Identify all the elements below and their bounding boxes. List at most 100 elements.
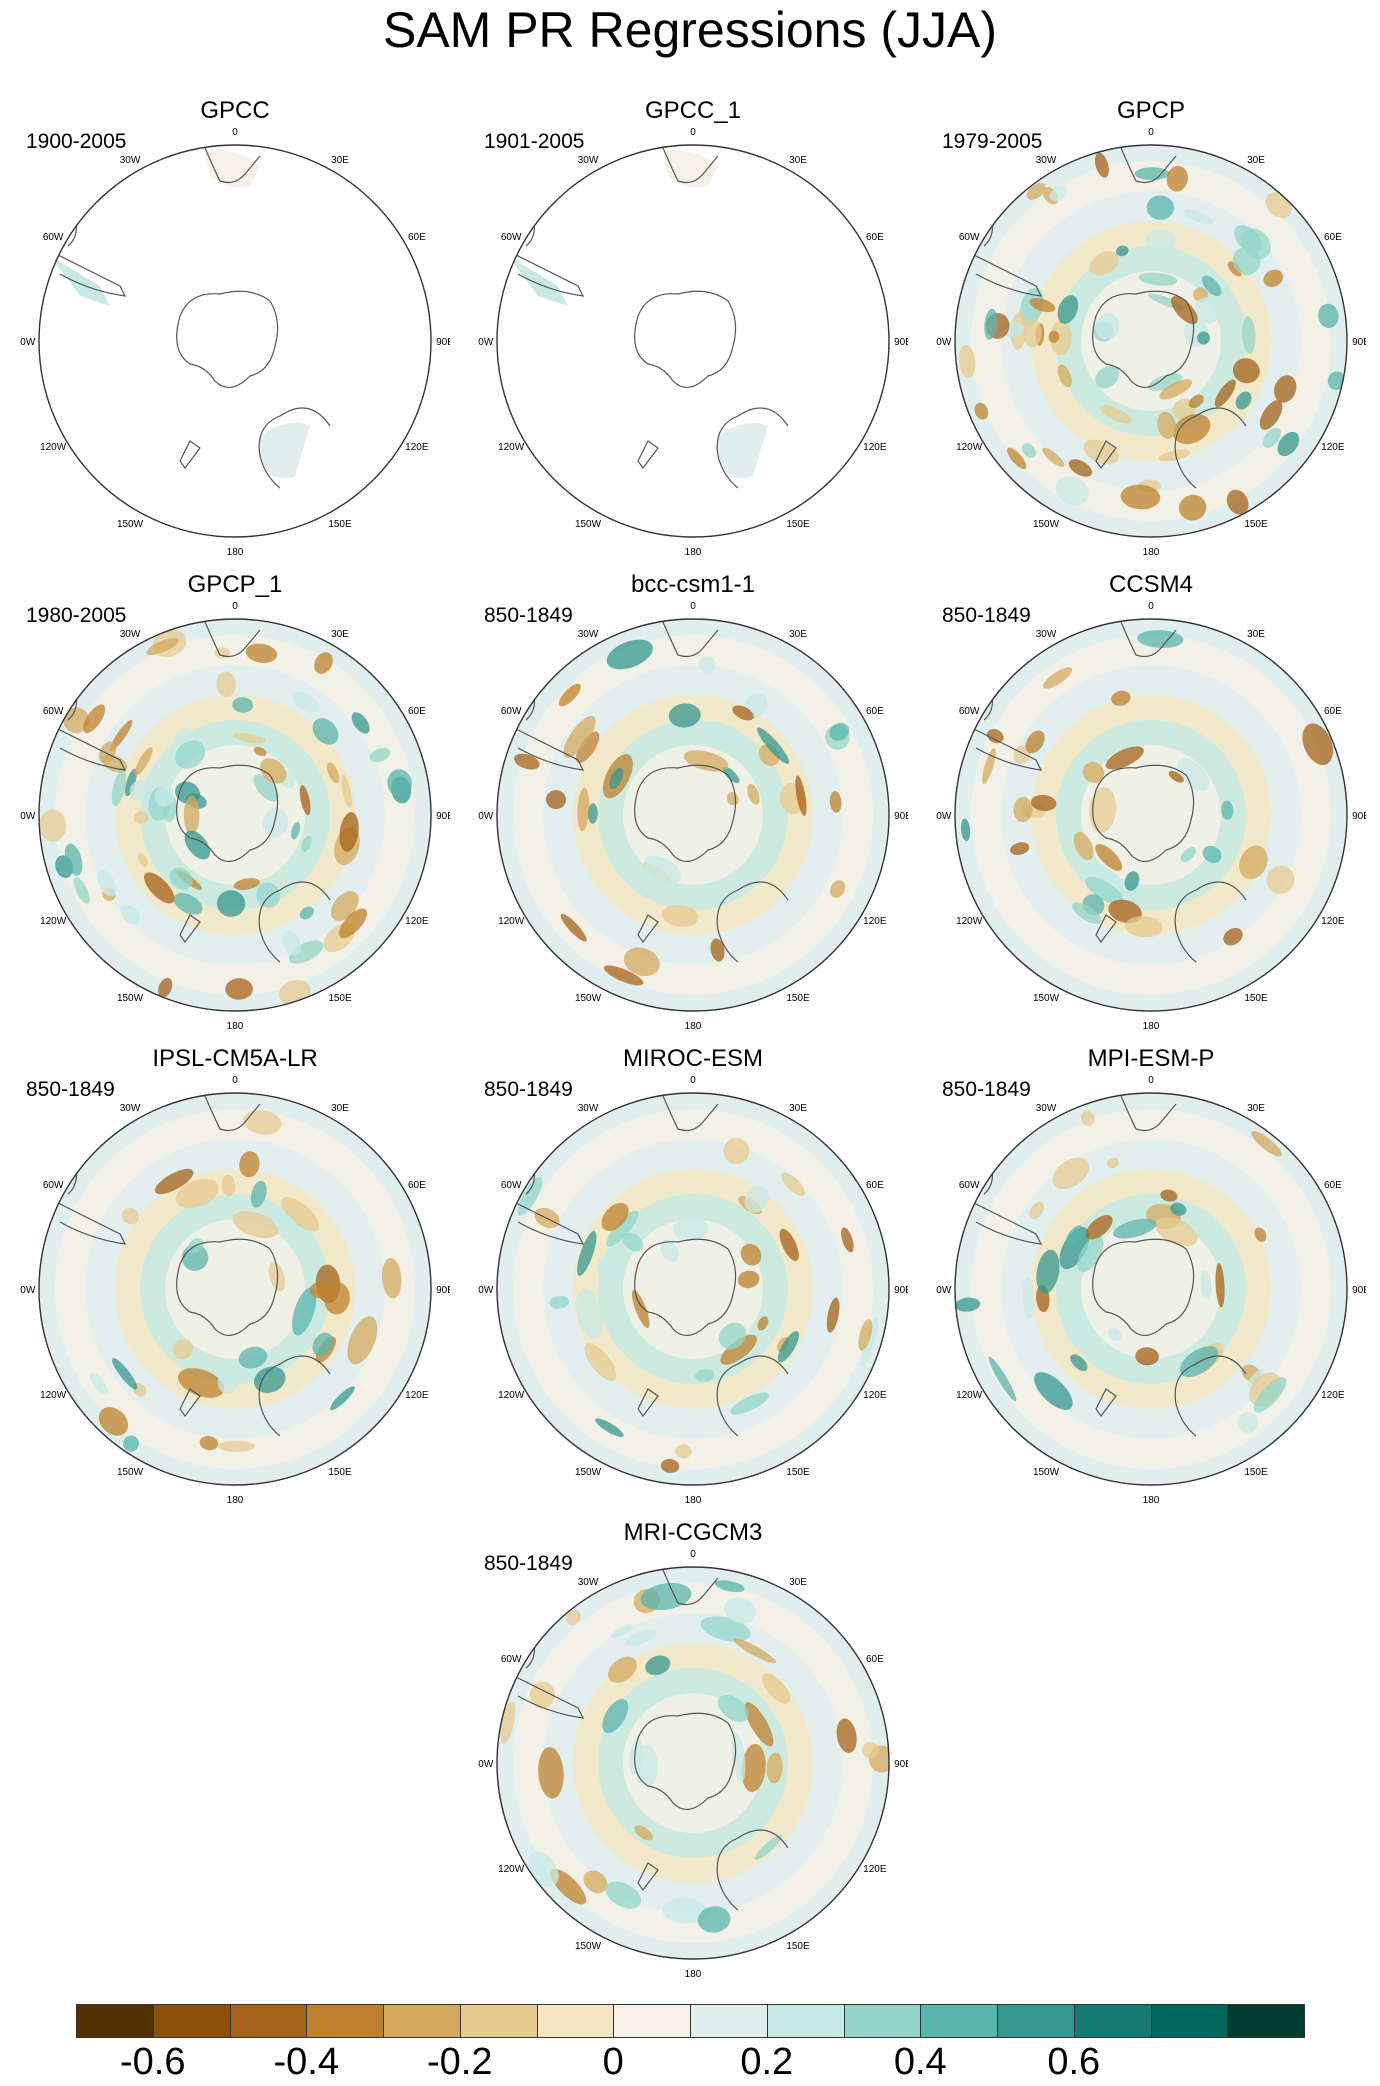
panel-title: bcc-csm1-1 xyxy=(630,571,756,598)
longitude-label: 30W xyxy=(578,629,599,640)
longitude-label: 150W xyxy=(1033,519,1060,530)
longitude-label: 120E xyxy=(863,442,887,453)
longitude-label: 120W xyxy=(40,1390,67,1401)
longitude-label: 150E xyxy=(786,1467,810,1478)
longitude-label: 90E xyxy=(894,1759,908,1770)
longitude-label: 90W xyxy=(936,337,952,348)
period-label: 850-1849 xyxy=(484,1552,573,1575)
longitude-label: 180 xyxy=(1143,547,1160,558)
period-label: 850-1849 xyxy=(942,1078,1031,1101)
longitude-label: 60W xyxy=(43,706,64,717)
colorbar-swatch xyxy=(383,2004,461,2038)
longitude-label: 90E xyxy=(436,1285,450,1296)
longitude-label: 30W xyxy=(578,1577,599,1588)
longitude-label: 120E xyxy=(405,1390,429,1401)
period-label: 850-1849 xyxy=(484,1078,573,1101)
map-panel: MIROC-ESM 0 30E 60E 90E 120E 150E 180 150W 120W 90… xyxy=(478,1044,908,1514)
longitude-label: 90E xyxy=(894,1285,908,1296)
longitude-label: 120E xyxy=(1321,916,1345,927)
colorbar-swatch xyxy=(613,2004,691,2038)
longitude-label: 90E xyxy=(1352,811,1366,822)
longitude-label: 30E xyxy=(331,155,349,166)
longitude-label: 120W xyxy=(498,1390,525,1401)
longitude-label: 30E xyxy=(789,629,807,640)
colorbar-swatch xyxy=(76,2004,154,2038)
longitude-label: 150E xyxy=(1244,1467,1268,1478)
longitude-label: 60W xyxy=(959,1180,980,1191)
longitude-label: 180 xyxy=(227,1021,244,1032)
longitude-label: 60E xyxy=(408,1180,426,1191)
colorbar xyxy=(76,2004,1305,2040)
longitude-label: 0 xyxy=(232,1075,238,1086)
panel-title: GPCP xyxy=(1116,97,1185,124)
colorbar-tick-label: 0.6 xyxy=(1047,2041,1101,2083)
panel-title: GPCC xyxy=(200,97,270,124)
longitude-label: 60E xyxy=(1324,1180,1342,1191)
longitude-label: 60E xyxy=(408,232,426,243)
longitude-label: 120W xyxy=(498,1864,525,1875)
longitude-label: 30E xyxy=(789,1577,807,1588)
period-label: 1980-2005 xyxy=(26,604,127,627)
longitude-label: 60E xyxy=(1324,232,1342,243)
colorbar-tick-label: -0.6 xyxy=(120,2041,186,2083)
map-panel: GPCC 0 30E 60E 90E 120E 150E 180 150W 120W 90W 60W 3… xyxy=(20,96,450,566)
longitude-label: 90E xyxy=(436,811,450,822)
longitude-label: 150W xyxy=(117,1467,144,1478)
colorbar-swatch xyxy=(997,2004,1075,2038)
longitude-label: 150E xyxy=(786,993,810,1004)
longitude-label: 150E xyxy=(328,993,352,1004)
colorbar-tick-label: 0.4 xyxy=(893,2041,947,2083)
polar-map: 0 30E 60E 90E 120E 150E 180 150W 120W 90W 60W 30W xyxy=(478,1075,908,1506)
longitude-label: 30W xyxy=(578,155,599,166)
longitude-label: 30W xyxy=(120,629,141,640)
longitude-label: 180 xyxy=(685,1495,702,1506)
longitude-label: 60E xyxy=(1324,706,1342,717)
panel-title: IPSL-CM5A-LR xyxy=(152,1045,318,1072)
longitude-label: 60E xyxy=(408,706,426,717)
longitude-label: 30E xyxy=(1247,1103,1265,1114)
map-panel: GPCC_1 0 30E 60E 90E 120E 150E 180 150W 120W 90W 60… xyxy=(478,96,908,566)
longitude-label: 90W xyxy=(936,811,952,822)
longitude-label: 30W xyxy=(578,1103,599,1114)
longitude-label: 30W xyxy=(1036,629,1057,640)
longitude-label: 30E xyxy=(1247,629,1265,640)
longitude-label: 120W xyxy=(956,1390,983,1401)
longitude-label: 0 xyxy=(232,601,238,612)
longitude-label: 0 xyxy=(232,127,238,138)
longitude-label: 30W xyxy=(120,155,141,166)
longitude-label: 120W xyxy=(956,442,983,453)
longitude-label: 60W xyxy=(959,706,980,717)
longitude-label: 60W xyxy=(43,232,64,243)
longitude-label: 90W xyxy=(20,1285,36,1296)
panel-title: GPCC_1 xyxy=(644,97,742,124)
longitude-label: 180 xyxy=(685,1969,702,1980)
map-panel: MRI-CGCM3 0 30E 60E 90E 120E 150E 180 150W 120W 90… xyxy=(478,1518,908,1988)
map-panel: IPSL-CM5A-LR 0 30E 60E 90E 120E 150E 180 150W 120… xyxy=(20,1044,450,1514)
longitude-label: 120E xyxy=(405,442,429,453)
map-panel: GPCP 0 30E 60E 90E 120E 150E 180 150W 120W 90W 60W 3… xyxy=(936,96,1366,566)
panel-title: MPI-ESM-P xyxy=(1087,1045,1215,1072)
longitude-label: 90E xyxy=(1352,337,1366,348)
longitude-label: 150W xyxy=(575,993,602,1004)
longitude-label: 120W xyxy=(956,916,983,927)
longitude-label: 150E xyxy=(786,1941,810,1952)
map-panel: bcc-csm1-1 0 30E 60E 90E 120E 150E 180 150W 120W 9… xyxy=(478,570,908,1040)
polar-map: 0 30E 60E 90E 120E 150E 180 150W 120W 90W 60W 30W xyxy=(478,1549,908,1980)
longitude-label: 120E xyxy=(1321,1390,1345,1401)
longitude-label: 120E xyxy=(863,916,887,927)
colorbar-tick-label: -0.4 xyxy=(273,2041,339,2083)
polar-map: 0 30E 60E 90E 120E 150E 180 150W 120W 90W 60W 30W xyxy=(20,127,450,558)
longitude-label: 150E xyxy=(1244,519,1268,530)
longitude-label: 60E xyxy=(866,1180,884,1191)
longitude-label: 0 xyxy=(1148,1075,1154,1086)
longitude-label: 30E xyxy=(331,1103,349,1114)
panel-title: MRI-CGCM3 xyxy=(623,1519,763,1546)
polar-map: 0 30E 60E 90E 120E 150E 180 150W 120W 90W 60W 30W xyxy=(936,1075,1366,1506)
polar-map: 0 30E 60E 90E 120E 150E 180 150W 120W 90W 60W 30W xyxy=(936,601,1366,1032)
longitude-label: 90W xyxy=(478,1759,494,1770)
colorbar-swatch xyxy=(459,2004,538,2038)
longitude-label: 30W xyxy=(1036,155,1057,166)
map-panel: MPI-ESM-P 0 30E 60E 90E 120E 150E 180 150W 120W 90… xyxy=(936,1044,1366,1514)
longitude-label: 120W xyxy=(498,916,525,927)
longitude-label: 0 xyxy=(690,601,696,612)
